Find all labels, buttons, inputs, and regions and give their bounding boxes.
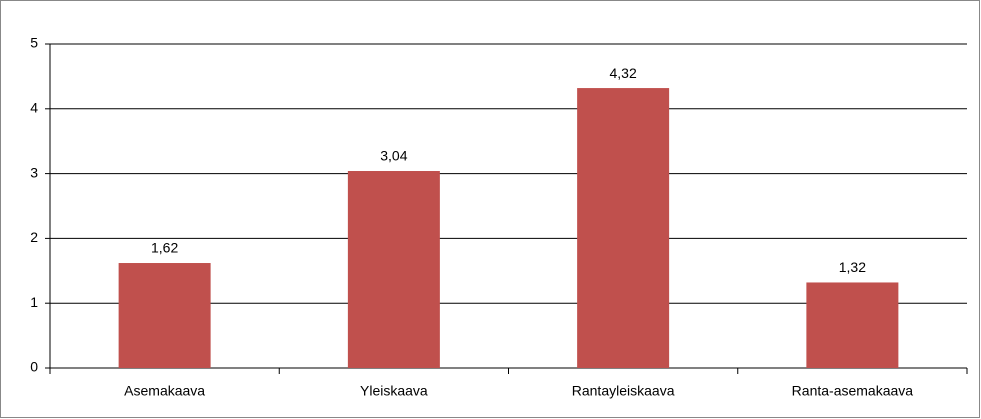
data-label: 4,32 [610,65,637,81]
bar [347,171,440,368]
x-tick-label: Asemakaava [124,383,205,399]
x-tick-label: Ranta-asemakaava [792,383,914,399]
y-tick-label: 1 [30,294,38,310]
x-tick-label: Yleiskaava [360,383,428,399]
data-label: 1,32 [839,259,866,275]
x-tick-label: Rantayleiskaava [572,383,675,399]
y-tick-label: 3 [30,164,38,180]
y-tick-label: 0 [30,359,38,375]
y-tick-label: 4 [30,100,38,116]
y-tick-label: 5 [30,35,38,51]
bar [577,88,670,369]
bar [806,282,899,368]
y-tick-label: 2 [30,229,38,245]
data-label: 3,04 [380,148,407,164]
bar [118,263,211,368]
data-label: 1,62 [151,240,178,256]
